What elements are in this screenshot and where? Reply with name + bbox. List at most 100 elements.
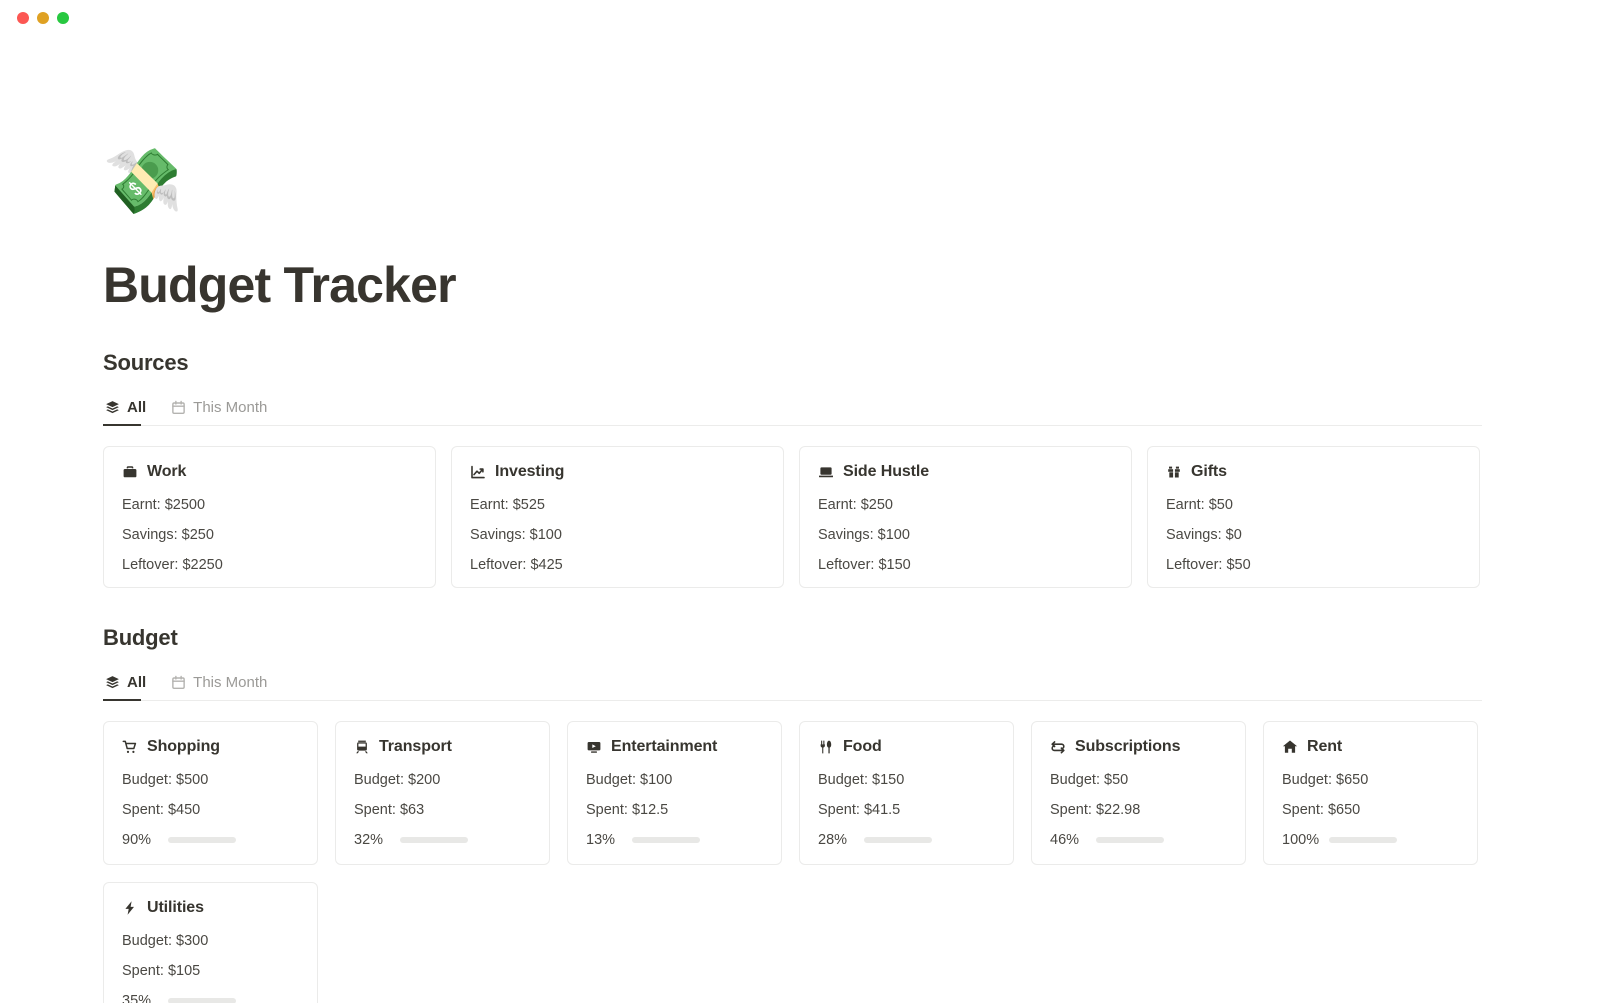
card-header: Rent: [1282, 738, 1459, 756]
leftover-line: Leftover: $50: [1166, 557, 1251, 573]
card-title: Side Hustle: [843, 463, 930, 480]
progress-row: 35%: [122, 993, 299, 1003]
refresh-cycle-icon: [1050, 739, 1066, 755]
sources-tab-this-month-label: This Month: [193, 399, 268, 416]
savings-line: Savings: $0: [1166, 527, 1242, 543]
sources-card-grid: Work Earnt: $2500 Savings: $250 Leftover…: [103, 446, 1482, 588]
card-header: Utilities: [122, 899, 299, 917]
source-card-investing[interactable]: Investing Earnt: $525 Savings: $100 Left…: [451, 446, 784, 588]
budget-line: Budget: $50: [1050, 772, 1129, 788]
spent-line: Spent: $12.5: [586, 802, 669, 818]
card-header: Entertainment: [586, 738, 763, 756]
progress-row: 32%: [354, 832, 531, 848]
monitor-icon: [586, 739, 602, 755]
progress-row: 28%: [818, 832, 995, 848]
sources-tabbar: All This Month: [103, 392, 1482, 426]
layers-icon: [105, 675, 120, 690]
spent-line: Spent: $22.98: [1050, 802, 1141, 818]
progress-percent-label: 35%: [122, 993, 152, 1003]
card-header: Subscriptions: [1050, 738, 1227, 756]
budget-card-food[interactable]: Food Budget: $150 Spent: $41.5 28%: [799, 721, 1014, 865]
budget-card-transport[interactable]: Transport Budget: $200 Spent: $63 32%: [335, 721, 550, 865]
earnt-line: Earnt: $2500: [122, 497, 206, 513]
progress-row: 100%: [1282, 832, 1459, 848]
briefcase-icon: [122, 464, 138, 480]
fork-knife-icon: [818, 739, 834, 755]
calendar-icon: [171, 675, 186, 690]
card-title: Food: [843, 738, 882, 755]
budget-section-heading: Budget: [103, 625, 178, 650]
layers-icon: [105, 400, 120, 415]
progress-percent-label: 28%: [818, 832, 848, 848]
gift-icon: [1166, 464, 1182, 480]
card-title: Utilities: [147, 899, 204, 916]
card-title: Entertainment: [611, 738, 718, 755]
calendar-icon: [171, 400, 186, 415]
source-card-work[interactable]: Work Earnt: $2500 Savings: $250 Leftover…: [103, 446, 436, 588]
savings-line: Savings: $250: [122, 527, 214, 543]
laptop-icon: [818, 464, 834, 480]
savings-line: Savings: $100: [818, 527, 910, 543]
spent-line: Spent: $650: [1282, 802, 1361, 818]
page-content: 💸 Budget Tracker Sources All: [103, 140, 1482, 1003]
progress-percent-label: 90%: [122, 832, 152, 848]
page-container: 💸 Budget Tracker Sources All: [0, 140, 1600, 1003]
lightning-bolt-icon: [122, 900, 138, 916]
source-card-gifts[interactable]: Gifts Earnt: $50 Savings: $0 Leftover: $…: [1147, 446, 1480, 588]
budget-line: Budget: $200: [354, 772, 441, 788]
budget-tab-all[interactable]: All: [103, 674, 155, 701]
sources-tab-all[interactable]: All: [103, 399, 155, 426]
progress-percent-label: 46%: [1050, 832, 1080, 848]
page-title: Budget Tracker: [103, 257, 457, 313]
page-icon[interactable]: 💸: [103, 140, 1482, 224]
progress-percent-label: 32%: [354, 832, 384, 848]
tram-icon: [354, 739, 370, 755]
leftover-line: Leftover: $150: [818, 557, 911, 573]
progress-row: 46%: [1050, 832, 1227, 848]
budget-card-subscriptions[interactable]: Subscriptions Budget: $50 Spent: $22.98 …: [1031, 721, 1246, 865]
leftover-line: Leftover: $2250: [122, 557, 223, 573]
budget-tab-this-month[interactable]: This Month: [169, 674, 276, 700]
window-titlebar: [0, 0, 1600, 36]
budget-line: Budget: $150: [818, 772, 905, 788]
budget-line: Budget: $650: [1282, 772, 1369, 788]
progress-percent-label: 13%: [586, 832, 616, 848]
earnt-line: Earnt: $50: [1166, 497, 1233, 513]
progress-track: [864, 837, 932, 843]
card-header: Gifts: [1166, 463, 1461, 481]
card-header: Food: [818, 738, 995, 756]
budget-tabbar: All This Month: [103, 667, 1482, 701]
budget-line: Budget: $300: [122, 933, 209, 949]
leftover-line: Leftover: $425: [470, 557, 563, 573]
earnt-line: Earnt: $525: [470, 497, 545, 513]
card-title: Transport: [379, 738, 452, 755]
progress-row: 90%: [122, 832, 299, 848]
card-title: Shopping: [147, 738, 220, 755]
maximize-window-button[interactable]: [57, 12, 69, 24]
budget-card-shopping[interactable]: Shopping Budget: $500 Spent: $450 90%: [103, 721, 318, 865]
home-icon: [1282, 739, 1298, 755]
card-title: Subscriptions: [1075, 738, 1181, 755]
budget-card-entertainment[interactable]: Entertainment Budget: $100 Spent: $12.5 …: [567, 721, 782, 865]
budget-tab-all-label: All: [127, 674, 147, 691]
budget-card-rent[interactable]: Rent Budget: $650 Spent: $650 100%: [1263, 721, 1478, 865]
sources-section-heading: Sources: [103, 350, 189, 375]
progress-track: [632, 837, 700, 843]
card-header: Side Hustle: [818, 463, 1113, 481]
minimize-window-button[interactable]: [37, 12, 49, 24]
progress-track: [400, 837, 468, 843]
progress-track: [1329, 837, 1398, 843]
card-title: Gifts: [1191, 463, 1227, 480]
budget-card-utilities[interactable]: Utilities Budget: $300 Spent: $105 35%: [103, 882, 318, 1003]
card-header: Investing: [470, 463, 765, 481]
spent-line: Spent: $450: [122, 802, 201, 818]
progress-percent-label: 100%: [1282, 832, 1320, 848]
spent-line: Spent: $41.5: [818, 802, 901, 818]
card-header: Transport: [354, 738, 531, 756]
close-window-button[interactable]: [17, 12, 29, 24]
budget-line: Budget: $500: [122, 772, 209, 788]
money-with-wings-emoji: 💸: [103, 145, 183, 219]
source-card-side-hustle[interactable]: Side Hustle Earnt: $250 Savings: $100 Le…: [799, 446, 1132, 588]
sources-tab-this-month[interactable]: This Month: [169, 399, 276, 425]
card-title: Rent: [1307, 738, 1343, 755]
